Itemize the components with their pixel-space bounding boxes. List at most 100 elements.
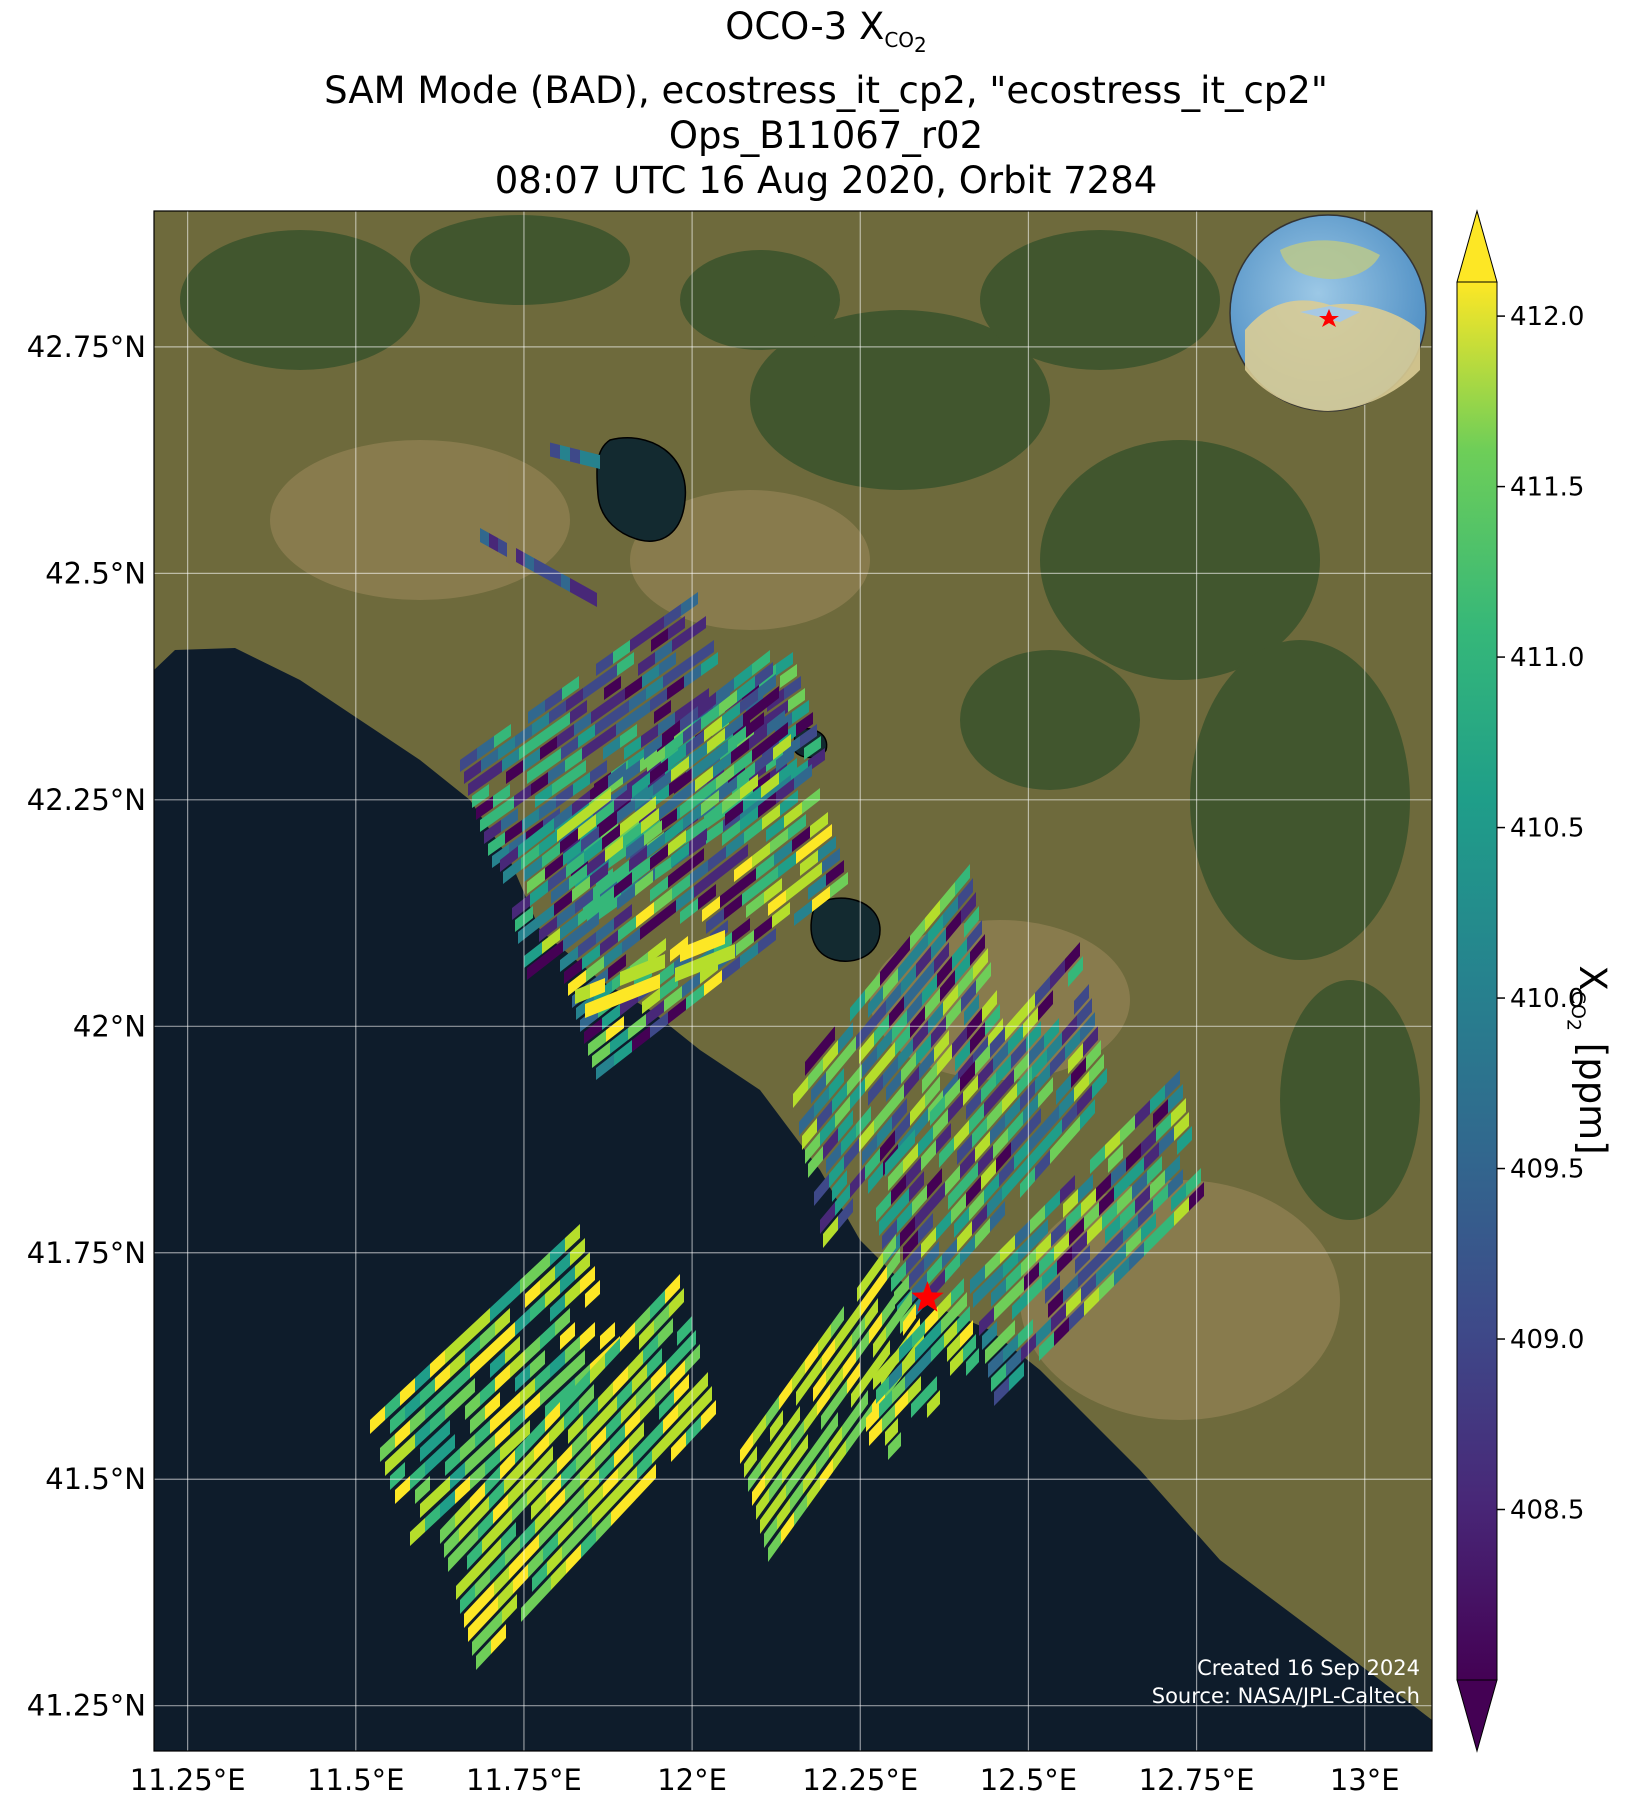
xco2-footprint <box>945 1165 960 1196</box>
xco2-footprint <box>647 1348 662 1378</box>
xco2-footprint <box>1068 1043 1083 1074</box>
xco2-footprint <box>548 866 566 892</box>
xco2-footprint <box>868 1074 883 1106</box>
xco2-footprint <box>512 1492 527 1522</box>
xco2-footprint <box>886 1308 899 1340</box>
xco2-footprint <box>966 1348 979 1376</box>
xco2-footprint <box>625 676 642 700</box>
xco2-footprint <box>588 1484 603 1514</box>
xco2-footprint <box>1047 1032 1062 1063</box>
xco2-footprint <box>822 848 840 874</box>
xco2-footprint <box>899 1334 912 1362</box>
xco2-footprint <box>665 818 683 844</box>
xco2-footprint <box>996 1142 1011 1173</box>
xco2-footprint <box>689 742 707 768</box>
xco2-footprint <box>859 1120 874 1152</box>
xco2-footprint <box>585 1280 600 1308</box>
xco2-footprint <box>490 1406 505 1434</box>
xco2-footprint <box>874 1014 889 1046</box>
xco2-footprint <box>527 868 545 894</box>
xco2-footprint <box>524 942 542 968</box>
xco2-footprint <box>565 1336 580 1364</box>
xco2-footprint <box>769 1470 782 1502</box>
xco2-footprint <box>632 1026 650 1052</box>
title-line-1: OCO-3 XCO2 <box>725 5 927 58</box>
xco2-footprint <box>788 814 806 840</box>
xco2-footprint <box>505 1336 520 1364</box>
xco2-footprint <box>967 1008 982 1040</box>
xco2-footprint <box>557 1444 572 1474</box>
xco2-footprint <box>544 748 561 772</box>
xco2-footprint <box>460 1584 475 1614</box>
xco2-footprint <box>1047 1119 1062 1150</box>
xco2-footprint <box>796 1374 809 1406</box>
xco2-footprint <box>869 1418 882 1446</box>
title-line-2: SAM Mode (BAD), ecostress_it_cp2, "ecost… <box>324 69 1328 113</box>
lat-tick-label: 41.25°N <box>27 1689 146 1723</box>
xco2-footprint <box>972 1117 987 1148</box>
xco2-footprint <box>1029 1035 1044 1066</box>
xco2-footprint <box>865 1298 878 1330</box>
xco2-footprint <box>774 1424 787 1456</box>
xco2-footprint <box>882 1294 895 1326</box>
xco2-footprint <box>951 1193 966 1224</box>
xco2-footprint <box>742 880 760 906</box>
xco2-footprint <box>682 1402 697 1432</box>
xco2-footprint <box>665 732 683 758</box>
xco2-footprint <box>1086 1040 1101 1071</box>
xco2-footprint <box>460 1378 475 1406</box>
xco2-footprint <box>390 1462 405 1490</box>
xco2-footprint <box>536 724 553 748</box>
xco2-footprint <box>568 970 586 996</box>
xco2-footprint <box>1147 1156 1162 1185</box>
xco2-footprint <box>1032 1049 1047 1080</box>
xco2-footprint <box>780 664 797 688</box>
xco2-footprint <box>719 776 737 802</box>
xco2-footprint <box>695 936 710 956</box>
xco2-footprint <box>787 1406 800 1438</box>
xco2-footprint <box>1071 1057 1086 1088</box>
xco2-footprint <box>1069 1302 1084 1331</box>
xco2-footprint <box>531 772 548 796</box>
xco2-footprint <box>632 1364 647 1394</box>
xco2-footprint <box>617 798 635 824</box>
xco2-footprint <box>626 1480 641 1510</box>
xco2-footprint <box>635 1306 650 1336</box>
xco2-footprint <box>596 1054 614 1080</box>
xco2-footprint <box>1062 1102 1077 1133</box>
xco2-footprint <box>570 1350 585 1378</box>
xco2-footprint <box>826 1054 841 1086</box>
xco2-footprint <box>1092 1068 1107 1099</box>
xco2-footprint <box>937 956 952 988</box>
xco2-footprint <box>1077 998 1092 1029</box>
xco2-footprint <box>629 1422 644 1452</box>
xco2-footprint <box>994 1292 1009 1321</box>
xco2-footprint <box>519 1448 534 1478</box>
xco2-footprint <box>954 1207 969 1238</box>
xco2-footprint <box>889 1084 904 1116</box>
xco2-footprint <box>524 1534 539 1564</box>
xco2-footprint <box>587 850 605 876</box>
xco2-footprint <box>1002 1083 1017 1114</box>
xco2-footprint <box>767 710 785 736</box>
xco2-footprint <box>435 1476 450 1504</box>
xco2-footprint <box>681 592 698 616</box>
xco2-footprint <box>484 820 501 844</box>
xco2-footprint <box>792 1360 805 1392</box>
xco2-footprint <box>764 1516 777 1548</box>
xco2-footprint <box>663 1404 678 1434</box>
xco2-footprint <box>764 878 782 904</box>
xco2-footprint <box>570 447 580 464</box>
xco2-footprint <box>870 1252 883 1284</box>
xco2-footprint <box>821 1398 834 1430</box>
xco2-footprint <box>672 874 690 900</box>
xco2-footprint <box>485 760 502 784</box>
xco2-footprint <box>698 884 716 910</box>
xco2-footprint <box>731 738 749 764</box>
xco2-footprint <box>579 583 588 602</box>
xco2-footprint <box>622 1466 637 1496</box>
xco2-footprint <box>931 928 946 960</box>
xco2-footprint <box>904 978 919 1010</box>
xco2-footprint <box>1168 1169 1183 1198</box>
xco2-footprint <box>737 676 755 702</box>
